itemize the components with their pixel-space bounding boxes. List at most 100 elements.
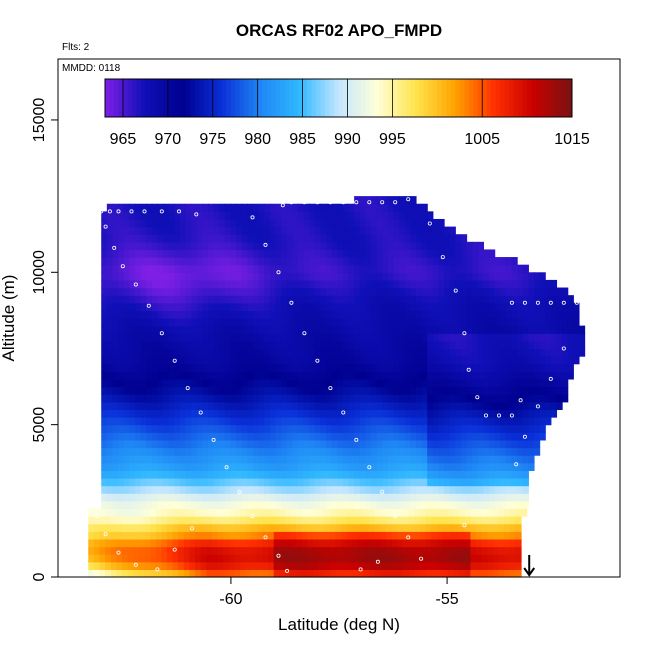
heatmap-cell [168,470,175,479]
heatmap-cell [213,500,220,510]
heatmap-cell [314,409,322,418]
heatmap-cell [498,531,505,540]
heatmap-cell [228,569,235,578]
heatmap-cell [269,325,277,334]
heatmap-cell [208,279,215,289]
heatmap-cell [505,462,513,471]
heatmap-cell [324,508,331,517]
heatmap-cell [269,485,277,494]
track-point [263,242,268,247]
heatmap-cell [528,310,535,319]
heatmap-cell [269,333,277,342]
heatmap-cell [404,340,411,350]
heatmap-cell [303,340,310,350]
heatmap-cell [258,409,265,418]
heatmap-cell [219,325,226,334]
heatmap-cell [472,325,479,334]
heatmap-cell [303,485,310,494]
heatmap-cell [370,287,378,296]
heatmap-cell [354,257,361,266]
heatmap-cell [369,531,376,540]
heatmap-cell [427,272,434,281]
heatmap-cell [292,462,299,471]
heatmap-cell [309,218,316,228]
heatmap-cell [241,333,248,342]
heatmap-cell [252,378,260,388]
heatmap-cell [297,325,305,334]
heatmap-cell [438,348,445,357]
heatmap-cell [151,409,159,418]
heatmap-cell [151,264,159,273]
heatmap-cell [528,295,535,304]
heatmap-cell [106,310,114,319]
heatmap-cell [464,516,472,525]
heatmap-cell [466,295,473,304]
heatmap-cell [256,569,264,578]
heatmap-cell [286,417,293,426]
heatmap-cell [129,378,136,388]
track-point [146,303,151,308]
heatmap-cell [489,417,496,426]
colorbar-tick-label: 980 [244,131,271,148]
heatmap-cell [185,226,192,235]
heatmap-cell [449,234,456,243]
heatmap-cell [492,531,500,540]
heatmap-cell [432,241,440,251]
heatmap-cell [421,241,428,251]
heatmap-cell [342,394,350,403]
heatmap-cell [438,462,445,471]
heatmap-cell [498,523,505,532]
heatmap-cell [286,470,293,479]
heatmap-cell [292,485,299,494]
heatmap-cell [183,523,191,532]
heatmap-cell [567,340,574,350]
heatmap-cell [562,340,569,350]
heatmap-cell [359,287,366,296]
heatmap-cell [252,333,260,342]
heatmap-cell [146,348,153,357]
heatmap-cell [174,249,181,258]
heatmap-cell [341,508,348,517]
heatmap-cell [477,500,484,510]
heatmap-cell [284,523,292,532]
heatmap-cell [241,234,248,243]
heatmap-cell [331,424,338,433]
heatmap-cell [281,371,288,380]
heatmap-cell [106,356,114,365]
heatmap-cell [273,516,280,525]
heatmap-cell [296,554,303,563]
heatmap-cell [455,378,462,388]
heatmap-cell [444,318,451,327]
heatmap-cell [359,417,366,426]
heatmap-cell [224,348,232,357]
heatmap-cell [352,516,359,525]
heatmap-cell [224,485,232,494]
heatmap-cell [500,340,507,350]
heatmap-cell [275,226,282,235]
heatmap-cell [415,340,423,350]
heatmap-cell [342,287,350,296]
heatmap-cell [477,348,484,357]
heatmap-cell [348,348,355,357]
heatmap-cell [309,287,316,296]
heatmap-cell [399,394,406,403]
heatmap-cell [489,409,496,418]
heatmap-cell [365,241,372,251]
heatmap-cell [402,508,410,517]
heatmap-cell [352,569,359,578]
colorbar-swatch [464,79,470,117]
heatmap-cell [466,470,473,479]
heatmap-cell [331,264,338,273]
heatmap-cell [281,493,288,502]
heatmap-cell [134,218,142,228]
heatmap-cell [292,493,299,502]
heatmap-cell [196,241,203,251]
heatmap-cell [230,371,237,380]
heatmap-cell [217,508,224,517]
heatmap-cell [483,447,490,456]
heatmap-cell [281,203,288,212]
heatmap-cell [545,363,552,372]
heatmap-cell [208,432,215,441]
heatmap-cell [150,531,157,540]
heatmap-cell [387,401,395,411]
